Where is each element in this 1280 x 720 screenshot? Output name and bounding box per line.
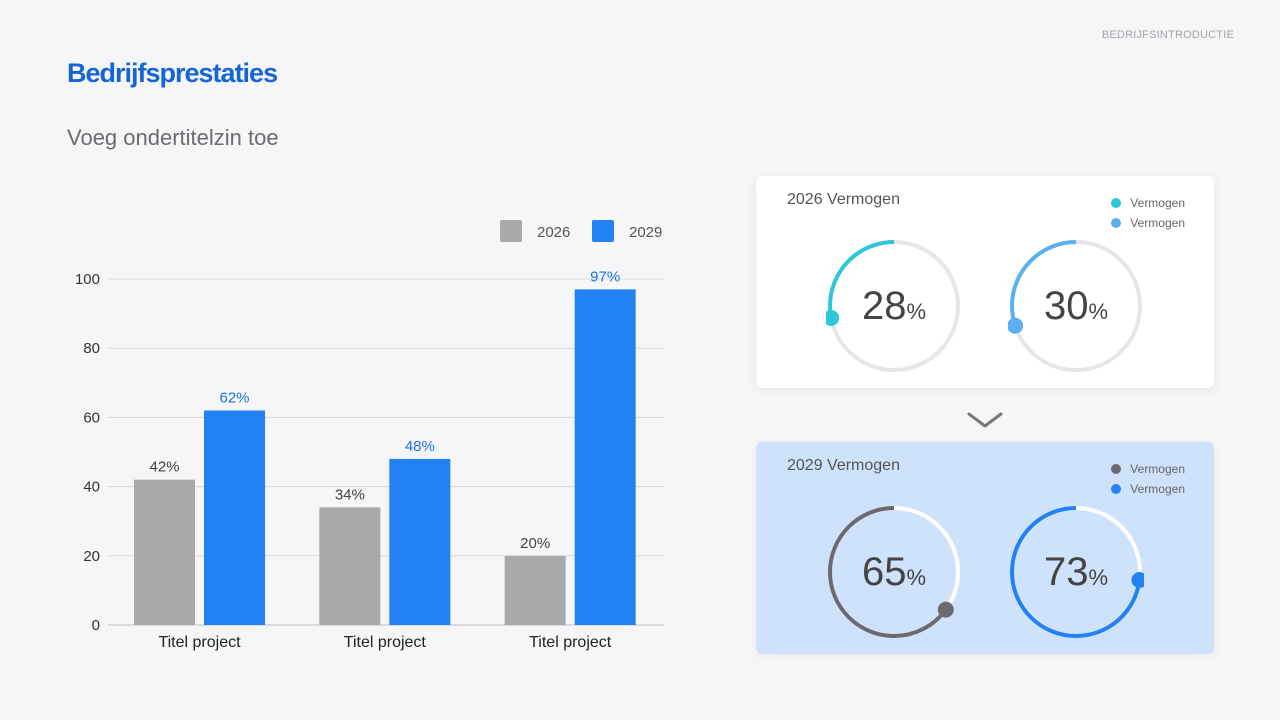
data-label: 34% bbox=[335, 486, 365, 503]
gauge-value: 65 % bbox=[826, 504, 962, 640]
x-tick-label: Titel project bbox=[344, 634, 427, 651]
bar-2026 bbox=[319, 507, 381, 625]
legend-item: Vermogen bbox=[1111, 193, 1185, 213]
bar-2029 bbox=[389, 458, 451, 625]
data-label: 42% bbox=[149, 459, 179, 476]
gauge-arc bbox=[1010, 506, 1142, 638]
legend-item: Vermogen bbox=[1111, 479, 1185, 499]
capacity-card-2029: 2029 Vermogen Vermogen Vermogen 65 % 73 … bbox=[756, 442, 1214, 654]
legend-dot-icon bbox=[1111, 484, 1122, 494]
legend-swatch bbox=[592, 220, 614, 242]
data-label: 48% bbox=[405, 438, 435, 455]
legend-dot-icon bbox=[1111, 198, 1122, 208]
gauge-knob bbox=[1131, 572, 1144, 589]
y-tick-label: 80 bbox=[83, 340, 100, 357]
legend-label: 2029 bbox=[629, 224, 662, 241]
legend-label: Vermogen bbox=[1130, 196, 1185, 210]
capacity-card-2026: 2026 Vermogen Vermogen Vermogen 28 % 30 … bbox=[756, 176, 1214, 388]
gauge-unit: % bbox=[1088, 565, 1109, 590]
gauge-value: 30 % bbox=[1008, 238, 1144, 374]
gauge-knob bbox=[1008, 317, 1024, 334]
card-legend: Vermogen Vermogen bbox=[1111, 193, 1185, 233]
gauge-unit: % bbox=[1088, 299, 1109, 324]
gauge-unit: % bbox=[906, 299, 927, 324]
gauge-ring bbox=[1008, 240, 1142, 372]
legend-dot-icon bbox=[1111, 464, 1122, 474]
bar-2026 bbox=[134, 479, 195, 625]
gauge-ring bbox=[826, 240, 960, 372]
legend-item: Vermogen bbox=[1111, 459, 1185, 479]
gauge-arc bbox=[828, 240, 960, 372]
y-tick-label: 60 bbox=[83, 409, 100, 426]
chevron-down-icon bbox=[967, 412, 1003, 428]
gauge-number: 28 bbox=[861, 283, 907, 328]
legend-label: Vermogen bbox=[1130, 216, 1185, 230]
gauge-arc bbox=[828, 506, 960, 638]
y-tick-label: 40 bbox=[83, 479, 100, 496]
gauge-value: 28 % bbox=[826, 238, 962, 374]
legend-dot-icon bbox=[1111, 218, 1122, 228]
gauge: 73 % bbox=[1008, 504, 1144, 640]
gauge-ring bbox=[828, 506, 960, 638]
bar-2029 bbox=[574, 289, 636, 625]
gauge-arc bbox=[1010, 240, 1142, 372]
legend-label: Vermogen bbox=[1130, 482, 1185, 496]
card-title: 2029 Vermogen bbox=[787, 457, 900, 474]
bar-2029 bbox=[204, 410, 265, 625]
page-subtitle: Voeg ondertitelzin toe bbox=[67, 125, 279, 150]
x-tick-label: Titel project bbox=[158, 634, 241, 651]
card-title: 2026 Vermogen bbox=[787, 191, 900, 208]
legend-label: Vermogen bbox=[1130, 462, 1185, 476]
header-tag: BEDRIJFSINTRODUCTIE bbox=[1101, 29, 1234, 41]
y-tick-label: 100 bbox=[75, 271, 100, 288]
bar-chart: 0 20 40 60 80 100 42% 62% Titel project 34% 48% Tit… bbox=[75, 220, 664, 651]
gauge: 30 % bbox=[1008, 238, 1144, 374]
gauge-unit: % bbox=[906, 565, 927, 590]
y-tick-label: 20 bbox=[83, 548, 100, 565]
legend-label: 2026 bbox=[537, 224, 570, 241]
legend-swatch bbox=[500, 220, 522, 242]
y-tick-label: 0 bbox=[92, 617, 100, 634]
gauge-number: 30 bbox=[1043, 283, 1089, 328]
gauge: 28 % bbox=[826, 238, 962, 374]
gauge-knob bbox=[826, 309, 840, 326]
legend-item: Vermogen bbox=[1111, 213, 1185, 233]
card-legend: Vermogen Vermogen bbox=[1111, 459, 1185, 499]
gauge-value: 73 % bbox=[1008, 504, 1144, 640]
gauge-number: 65 bbox=[861, 549, 907, 594]
data-label: 97% bbox=[590, 268, 620, 285]
data-label: 20% bbox=[520, 535, 550, 552]
gauge-ring bbox=[1010, 506, 1144, 638]
page-title: Bedrijfsprestaties bbox=[67, 58, 278, 88]
x-tick-label: Titel project bbox=[529, 634, 612, 651]
bar-2026 bbox=[504, 555, 566, 625]
data-label: 62% bbox=[219, 389, 249, 406]
gauge: 65 % bbox=[826, 504, 962, 640]
gauge-knob bbox=[937, 601, 954, 618]
gauge-number: 73 bbox=[1043, 549, 1089, 594]
